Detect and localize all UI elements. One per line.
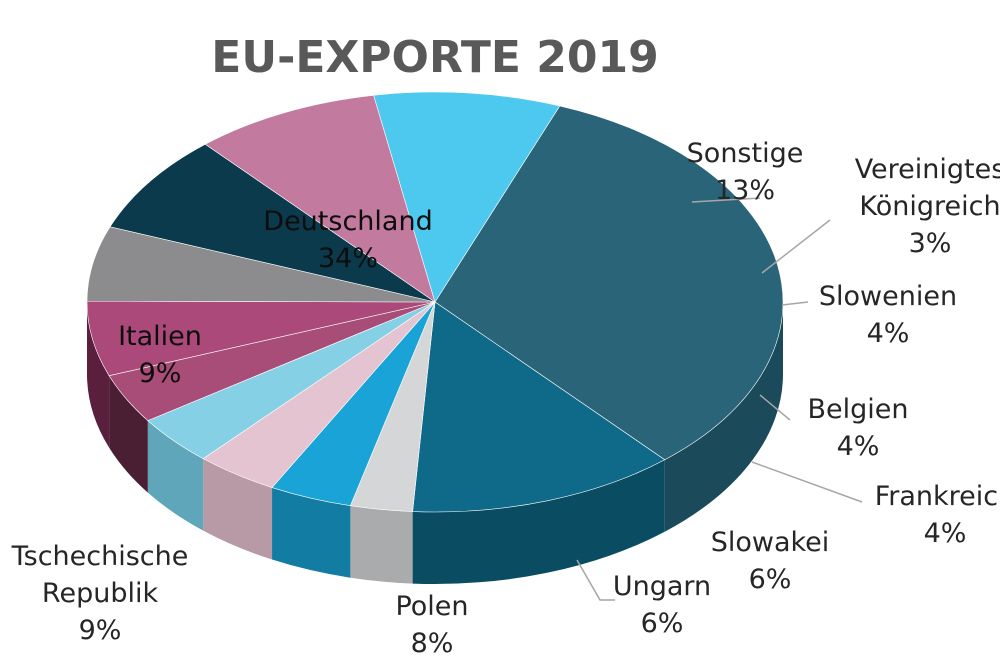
pie-slice-side (109, 375, 148, 493)
slice-percent-label: 13% (715, 175, 775, 206)
pie-slice-side (412, 459, 665, 584)
slice-label: Belgien 4% (808, 394, 909, 462)
leader-line (781, 301, 809, 306)
slice-name-label: Italien (118, 321, 202, 352)
slice-name-label: Ungarn (613, 571, 711, 602)
pie-slice-side (664, 302, 783, 532)
slice-percent-label: 9% (139, 358, 182, 389)
slice-name-label: Republik (42, 578, 159, 609)
leader-line (691, 197, 761, 203)
slice-percent-label: 8% (411, 628, 454, 659)
slice-label: Ungarn 6% (613, 571, 711, 639)
leader-line (576, 559, 615, 601)
pie-slice-side (203, 458, 273, 560)
pie-top-group (86, 91, 784, 513)
pie-slice-side (87, 302, 110, 448)
chart-title: EU-EXPORTE 2019 (211, 32, 658, 83)
leader-line (759, 394, 791, 421)
slice-label: Polen 8% (395, 591, 468, 659)
pie-slice-side (272, 487, 351, 578)
slice-name-label: Sonstige (687, 138, 804, 169)
pie-slice (204, 94, 436, 303)
pie-slice (86, 300, 436, 377)
pie-slice-side (147, 420, 204, 531)
slice-labels: Deutschland 34% Sonstige 13% Vereinigtes Köni… (11, 138, 1000, 659)
slice-label: Tschechische Republik 9% (11, 541, 189, 646)
slice-percent-label: 4% (924, 518, 967, 549)
slice-name-label: Tschechische (11, 541, 189, 572)
slice-label: Vereinigtes Königreich 3% (855, 154, 1000, 259)
pie-side-group (87, 302, 783, 584)
slice-percent-label: 6% (749, 564, 792, 595)
slice-label: Sonstige 13% (687, 138, 804, 206)
pie-slice (434, 105, 784, 461)
leader-lines (576, 197, 863, 601)
slice-percent-label: 9% (79, 615, 122, 646)
slice-name-label: Königreich (859, 191, 1000, 222)
slice-label: Slowenien 4% (819, 281, 957, 349)
slice-label: Italien 9% (118, 321, 202, 389)
slice-label: Frankreich 4% (875, 481, 1000, 549)
slice-name-label: Deutschland (263, 206, 432, 237)
slice-percent-label: 3% (909, 228, 952, 259)
slice-name-label: Vereinigtes (855, 154, 1000, 185)
slice-name-label: Slowakei (711, 527, 830, 558)
pie-slice (373, 91, 561, 303)
pie-slice (412, 301, 666, 513)
slice-percent-label: 4% (867, 318, 910, 349)
pie-slice (86, 226, 436, 303)
slice-percent-label: 34% (318, 243, 378, 274)
slice-name-label: Slowenien (819, 281, 957, 312)
slice-label: Slowakei 6% (711, 527, 830, 595)
slice-percent-label: 4% (837, 431, 880, 462)
slice-name-label: Belgien (808, 394, 909, 425)
leader-line (761, 219, 831, 274)
slice-name-label: Polen (395, 591, 468, 622)
slice-percent-label: 6% (641, 608, 684, 639)
pie-slice (109, 143, 436, 303)
pie-slice-side (350, 505, 413, 584)
slice-label: Deutschland 34% (263, 206, 432, 274)
slice-name-label: Frankreich (875, 481, 1000, 512)
leader-line (751, 461, 863, 503)
